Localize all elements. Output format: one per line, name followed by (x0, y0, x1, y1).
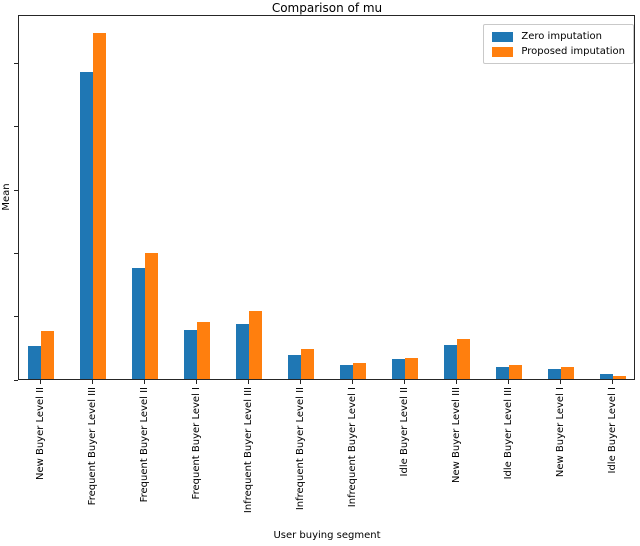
x-axis-label: User buying segment (273, 530, 381, 541)
legend-swatch-zero-imputation (492, 31, 514, 42)
y-axis-label: Mean (1, 183, 12, 211)
x-tick-label: Infrequent Buyer Level II (294, 387, 306, 511)
bar-zero-imputation (79, 71, 93, 380)
bar-zero-imputation (131, 268, 145, 380)
x-tick-label: New Buyer Level III (450, 387, 462, 483)
bar-proposed-imputation (352, 362, 366, 380)
legend-label: Zero imputation (521, 30, 602, 42)
x-tick-label: Infrequent Buyer Level III (242, 387, 254, 514)
y-tick (14, 252, 18, 254)
x-tick (456, 380, 458, 384)
x-tick-label: Idle Buyer Level I (606, 387, 618, 474)
bar-proposed-imputation (248, 311, 262, 380)
x-tick-label: Infrequent Buyer Level I (346, 387, 358, 508)
bar-proposed-imputation (40, 330, 54, 380)
plot-area (18, 15, 635, 380)
y-tick (14, 379, 18, 381)
legend-item-proposed-imputation: Proposed imputation (492, 44, 625, 59)
x-tick (196, 380, 198, 384)
x-tick-label: Idle Buyer Level III (502, 387, 514, 480)
bar-proposed-imputation (456, 338, 470, 380)
y-tick (14, 63, 18, 65)
bar-proposed-imputation (404, 357, 418, 380)
bar-proposed-imputation (560, 366, 574, 380)
legend-label: Proposed imputation (521, 45, 625, 57)
legend: Zero imputation Proposed imputation (483, 24, 634, 64)
bar-proposed-imputation (508, 364, 522, 380)
x-tick (40, 380, 42, 384)
bar-zero-imputation (235, 324, 249, 380)
x-tick-label: Idle Buyer Level II (398, 387, 410, 477)
x-tick (300, 380, 302, 384)
x-tick-label: New Buyer Level II (34, 387, 46, 481)
y-tick (14, 189, 18, 191)
chart-title: Comparison of mu (271, 1, 383, 15)
legend-item-zero-imputation: Zero imputation (492, 29, 625, 44)
x-tick (92, 380, 94, 384)
bar-zero-imputation (391, 359, 405, 380)
bar-proposed-imputation (144, 252, 158, 380)
x-tick (508, 380, 510, 384)
bar-zero-imputation (495, 366, 509, 380)
x-tick (404, 380, 406, 384)
bar-zero-imputation (27, 345, 41, 380)
bar-proposed-imputation (92, 32, 106, 380)
y-tick (14, 126, 18, 128)
bar-zero-imputation (183, 330, 197, 380)
bar-zero-imputation (547, 369, 561, 380)
legend-swatch-proposed-imputation (492, 46, 514, 57)
x-tick-label: Frequent Buyer Level I (190, 387, 202, 500)
x-tick (248, 380, 250, 384)
bar-proposed-imputation (612, 375, 626, 380)
x-tick-label: New Buyer Level I (554, 387, 566, 478)
bar-proposed-imputation (196, 321, 210, 380)
bar-proposed-imputation (300, 349, 314, 380)
x-tick (612, 380, 614, 384)
x-tick-label: Frequent Buyer Level II (138, 387, 150, 503)
bar-zero-imputation (339, 364, 353, 380)
x-tick (352, 380, 354, 384)
bar-zero-imputation (443, 345, 457, 380)
x-tick (560, 380, 562, 384)
y-tick (14, 316, 18, 318)
x-tick-label: Frequent Buyer Level III (86, 387, 98, 506)
x-tick (144, 380, 146, 384)
bar-zero-imputation (599, 373, 613, 380)
bar-zero-imputation (287, 354, 301, 380)
